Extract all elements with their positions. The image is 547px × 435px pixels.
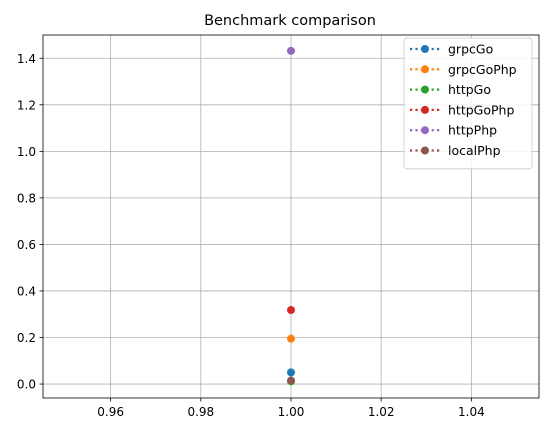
y-tick-label: 1.4 — [17, 52, 36, 66]
legend-marker-grpcGoPhp — [421, 65, 429, 74]
legend-label-grpcGoPhp: grpcGoPhp — [448, 62, 517, 77]
data-point-grpcGo — [287, 368, 295, 377]
x-tick-label: 0.98 — [187, 405, 214, 419]
legend-marker-localPhp — [421, 146, 429, 155]
x-tick-label: 1.00 — [278, 405, 305, 419]
legend-marker-httpGoPhp — [421, 105, 429, 114]
data-point-httpPhp — [287, 46, 295, 55]
axes: 0.96 0.98 1.00 1.02 1.04 0.0 0.2 0.4 0.6 0.8 1.0 1.… — [17, 34, 540, 419]
data-point-httpGoPhp — [287, 306, 295, 315]
data-point-grpcGoPhp — [287, 334, 295, 343]
legend-label-httpGo: httpGo — [448, 82, 491, 97]
legend-marker-grpcGo — [421, 45, 429, 53]
y-tick-label: 1.0 — [17, 145, 36, 159]
y-tick-label: 1.2 — [17, 98, 36, 112]
y-tick-label: 0.2 — [17, 331, 36, 345]
y-tick-label: 0.0 — [17, 378, 36, 392]
legend-label-httpPhp: httpPhp — [448, 123, 497, 138]
legend-box — [403, 37, 533, 170]
data-point-localPhp — [287, 376, 295, 385]
legend-marker-httpGo — [421, 85, 429, 94]
chart-title: Benchmark comparison — [204, 13, 376, 29]
legend-label-localPhp: localPhp — [448, 143, 501, 158]
data-points — [287, 46, 295, 386]
y-tick-label: 0.4 — [17, 284, 36, 298]
legend: grpcGo grpcGoPhp httpGo httpGoPhp httpPhp loc… — [403, 37, 533, 170]
legend-label-grpcGo: grpcGo — [448, 42, 493, 57]
y-tick-label: 0.8 — [17, 191, 36, 205]
x-tick-label: 1.04 — [458, 405, 485, 419]
y-tick-label: 0.6 — [17, 238, 36, 252]
x-tick-label: 0.96 — [97, 405, 124, 419]
x-tick-label: 1.02 — [368, 405, 395, 419]
legend-label-httpGoPhp: httpGoPhp — [448, 102, 514, 117]
legend-marker-httpPhp — [421, 126, 429, 135]
